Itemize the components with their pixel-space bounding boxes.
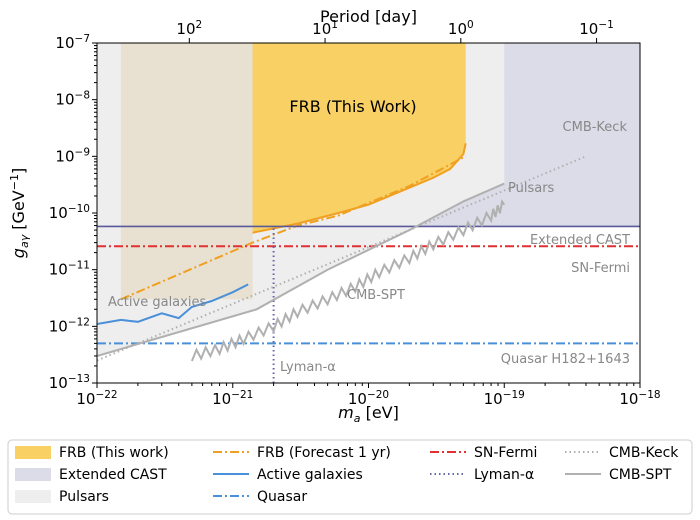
series-active-galaxies: [97, 283, 249, 325]
x-tick-label: 10−19: [484, 389, 525, 408]
top-axis-label: Period [day]: [320, 7, 417, 26]
series-frb-this-work-limit: [252, 143, 467, 234]
legend-label-quasar: Quasar: [257, 489, 307, 505]
legend-swatch-extended-cast: [15, 468, 51, 481]
x-tick-label: 10−22: [76, 389, 117, 408]
legend-label-extended-cast: Extended CAST: [59, 467, 167, 483]
annotations: FRB (This Work) CMB-Keck Pulsars Extended C…: [108, 97, 630, 375]
region-forecast: [120, 43, 253, 300]
y-tick-label: 10−7: [55, 33, 90, 52]
legend-swatch-frb-this-work: [15, 446, 51, 459]
annotation-pulsars: Pulsars: [508, 181, 555, 196]
legend: FRB (This work) Extended CAST Pulsars FRB (…: [7, 439, 693, 515]
x-tick-label: 10−18: [619, 389, 660, 408]
x-tick-label: 10−21: [212, 389, 253, 408]
y-tick-label: 10−13: [49, 373, 90, 392]
annotation-extended-cast: Extended CAST: [530, 233, 630, 248]
annotation-cmb-keck: CMB-Keck: [563, 120, 628, 135]
legend-label-pulsars: Pulsars: [59, 489, 109, 505]
series-pulsars: [97, 182, 505, 357]
top-tick-label: 100: [448, 19, 474, 38]
y-tick-label: 10−11: [49, 260, 90, 279]
legend-box: [7, 439, 693, 515]
shaded-regions: [97, 43, 640, 356]
annotation-active-galaxies: Active galaxies: [108, 295, 206, 310]
y-tick-label: 10−8: [55, 90, 90, 109]
annotation-quasar-h182-1643: Quasar H182+1643: [501, 352, 630, 367]
annotation-lyman: Lyman-α: [280, 360, 336, 375]
x-tick-label: 10−20: [348, 389, 389, 408]
y-tick-label: 10−12: [49, 316, 90, 335]
legend-label-cmb-spt: CMB-SPT: [609, 467, 672, 483]
annotation-cmb-spt: CMB-SPT: [347, 288, 405, 303]
legend-label-active-galaxies: Active galaxies: [257, 467, 363, 483]
y-axis-label: gaγ [GeV−1]: [8, 168, 31, 258]
series-cmb-spt: [190, 198, 506, 362]
top-tick-label: 102: [176, 19, 202, 38]
top-tick-label: 101: [312, 19, 338, 38]
data-series: [97, 143, 640, 383]
legend-label-cmb-keck: CMB-Keck: [609, 445, 679, 461]
legend-label-lyman: Lyman-α: [474, 467, 534, 483]
annotation-frb-this-work: FRB (This Work): [289, 97, 416, 116]
y-tick-label: 10−10: [49, 203, 90, 222]
annotation-sn-fermi: SN-Fermi: [571, 261, 630, 276]
legend-label-sn-fermi: SN-Fermi: [474, 445, 537, 461]
y-tick-label: 10−9: [55, 146, 90, 165]
top-tick-label: 10−1: [579, 19, 614, 38]
legend-swatch-pulsars: [15, 490, 51, 503]
x-axis-label: ma [eV]: [338, 403, 399, 425]
axes: 10−22 10−21 10−20 10−19 10−1810−1310−1210−11…: [8, 7, 661, 425]
legend-label-frb-forecast-1-yr: FRB (Forecast 1 yr): [257, 445, 391, 461]
legend-label-frb-this-work: FRB (This work): [59, 445, 169, 461]
